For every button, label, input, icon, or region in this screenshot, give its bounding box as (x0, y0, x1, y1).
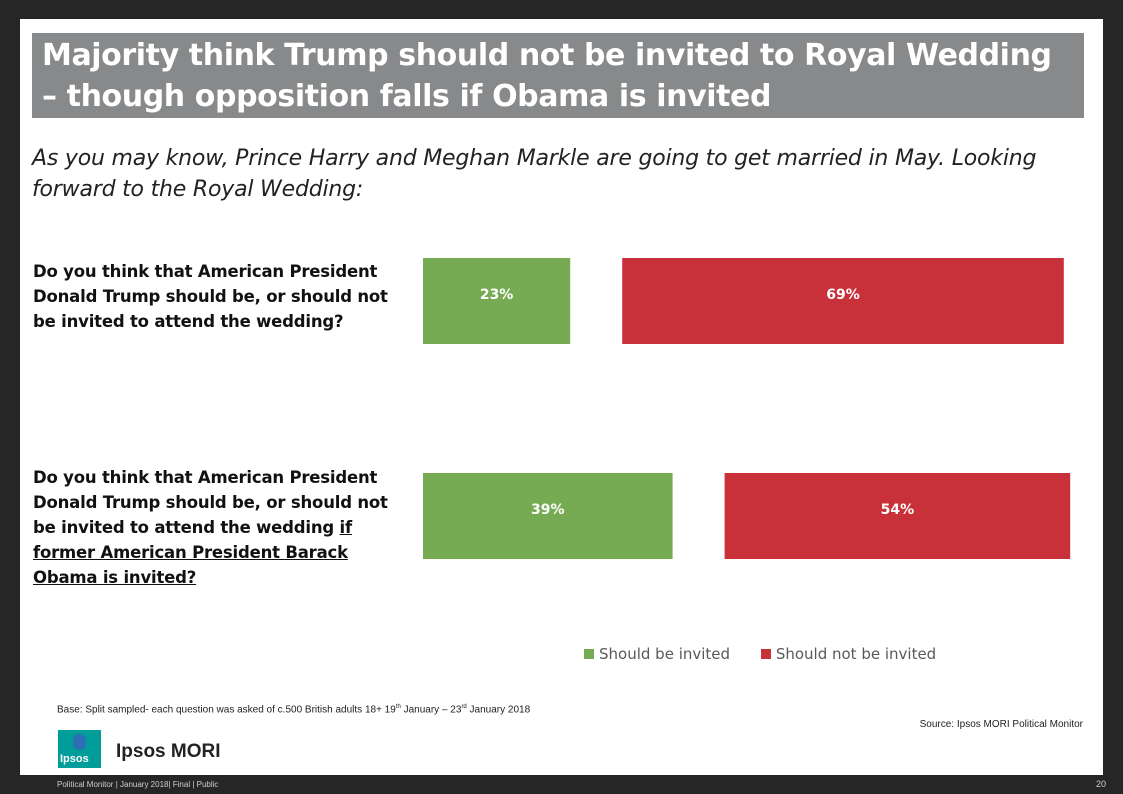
legend-swatch-green (584, 649, 594, 659)
slide: Majority think Trump should not be invit… (20, 19, 1103, 775)
base-note-sup: th (395, 704, 401, 710)
base-note: Base: Split sampled- each question was a… (57, 704, 530, 715)
data-label: 54% (881, 502, 915, 518)
ipsos-logo: Ipsos (58, 730, 101, 768)
base-note-text: Base: Split sampled- each question was a… (57, 704, 396, 716)
logo-text: Ipsos (60, 753, 89, 765)
bar-should-not-q1 (622, 258, 1064, 344)
data-label: 69% (826, 287, 860, 303)
data-label: 39% (531, 502, 565, 518)
base-note-text: January – 23 (400, 704, 462, 716)
page-number: 20 (1095, 779, 1106, 789)
logo-mark-icon (73, 734, 86, 750)
bar-should-q2 (423, 473, 673, 559)
question-2-text: Do you think that American President Don… (33, 468, 388, 537)
bar-chart: 23% 69% 39% 54% (423, 258, 1071, 559)
source-note: Source: Ipsos MORI Political Monitor (919, 719, 1083, 730)
bar-should-not-q2 (724, 473, 1071, 559)
legend-label: Should not be invited (775, 645, 937, 663)
question-2-label: Do you think that American President Don… (33, 465, 413, 590)
legend-item-should: Should be invited (584, 645, 730, 663)
company-name: Ipsos MORI (116, 741, 221, 762)
base-note-sup: rd (461, 704, 467, 710)
chart-legend: Should be invited Should not be invited (584, 645, 962, 663)
base-note-text: January 2018 (466, 704, 531, 716)
data-label: 23% (480, 287, 514, 303)
legend-item-should-not: Should not be invited (760, 645, 937, 663)
legend-swatch-red (760, 649, 771, 659)
footer-text: Political Monitor | January 2018| Final … (57, 780, 219, 789)
slide-title: Majority think Trump should not be invit… (42, 38, 1052, 114)
legend-label: Should be invited (599, 645, 731, 663)
question-2-underlined-text: if former American President Barack Obam… (33, 518, 352, 587)
title-bar: Majority think Trump should not be invit… (32, 33, 1084, 118)
bar-should-q1 (423, 258, 571, 344)
question-1-label: Do you think that American President Don… (33, 262, 388, 331)
question-intro: As you may know, Prince Harry and Meghan… (32, 146, 1037, 202)
